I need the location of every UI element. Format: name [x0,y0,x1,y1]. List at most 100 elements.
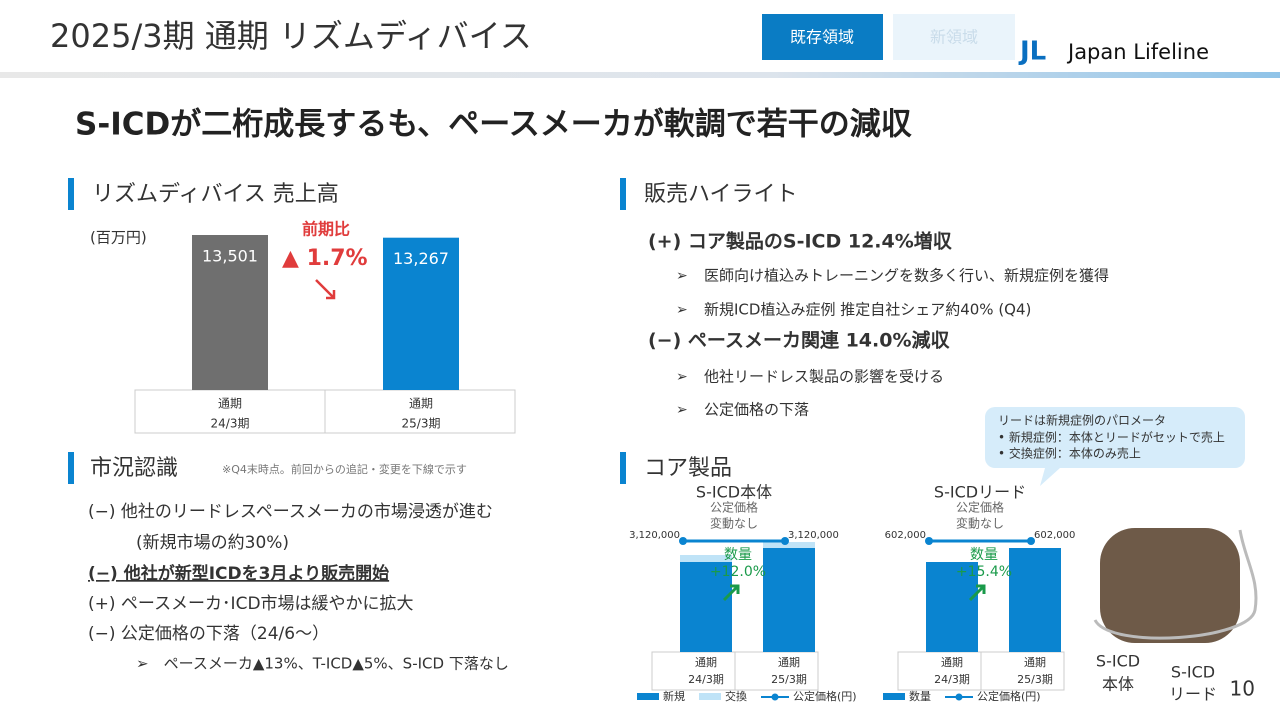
category-label: 24/3期 [688,673,724,686]
product-label: S-ICD [1096,652,1140,671]
price-point [925,537,933,545]
legend-swatch [637,693,659,700]
price-point [781,537,789,545]
callout-bullet: • 交換症例：本体のみ売上 [998,446,1141,461]
product-label: 本体 [1102,675,1134,694]
change-label: 前期比 [302,220,350,239]
section-heading: 販売ハイライト [644,182,798,207]
bar-segment [763,542,815,548]
section-heading: コア製品 [644,456,732,481]
category-label: 25/3期 [1017,673,1053,686]
legend-dot [955,693,963,701]
bullet-mark: ➢ [676,402,688,418]
tab[interactable] [893,14,1015,60]
unit: (百万円) [90,229,147,247]
chart-title: S-ICD本体 [696,483,772,502]
bullet-mark: ➢ [676,268,688,284]
bullet-mark: ➢ [676,369,688,385]
chart-title: S-ICDリード [934,483,1026,502]
growth: 数量 [970,547,998,563]
price-note: 公定価格 [956,500,1004,515]
category-label: 25/3期 [402,417,441,431]
page-number: 10 [1230,677,1255,701]
tab-label[interactable]: 新領域 [930,28,978,47]
product-image [1100,528,1240,643]
price-label: 3,120,000 [788,530,839,541]
bar-segment [1009,548,1061,652]
category-label: 通期 [409,397,433,411]
growth: +15.4% [956,564,1012,580]
category-label: 通期 [695,656,717,669]
highlight-bullet: 公定価格の下落 [704,401,809,419]
price-label: 602,000 [1034,530,1075,541]
legend-swatch [883,693,905,700]
note: ※Q4末時点。前回からの追記・変更を下線で示す [222,462,467,476]
value-label: 13,501 [202,247,258,266]
price-note: 変動なし [710,516,758,531]
product-label: リード [1169,685,1217,704]
legend-label: 公定価格(円) [793,689,857,703]
tab[interactable] [762,14,883,60]
growth-arrow [722,584,740,602]
callout-title: リードは新規症例のパロメータ [998,413,1166,428]
highlight-bullet: 新規ICD植込み症例 推定自社シェア約40% (Q4) [704,301,1031,319]
logo-mark: JL [1018,37,1046,67]
highlight-bullet: 医師向け植込みトレーニングを数多く行い、新規症例を獲得 [704,267,1109,285]
highlight-title: (−) ペースメーカ関連 14.0%減収 [648,329,950,352]
value-label: 13,267 [393,249,449,268]
growth: 数量 [724,547,752,563]
bar [383,237,459,390]
bar [192,235,268,390]
price-label: 3,120,000 [629,530,680,541]
section-bar [620,178,626,210]
category-label: 24/3期 [211,417,250,431]
slide-title: 2025/3期 通期 リズムディバイス [50,17,532,55]
market-line: (新規市場の約30%) [136,533,289,553]
legend-label: 数量 [909,690,931,703]
product-lead [1093,529,1258,640]
section-bar [68,178,74,210]
bullet-mark: ➢ [676,302,688,318]
change: ▲ 1.7% [282,246,368,271]
category-label: 通期 [778,656,800,669]
bar-segment [680,562,732,652]
price-point [679,537,687,545]
price-note: 変動なし [956,516,1004,531]
headline: S-ICDが二桁成長するも、ペースメーカが軟調で若干の減収 [75,107,912,143]
category-label: 24/3期 [934,673,970,686]
price-note: 公定価格 [710,500,758,515]
section-heading: 市況認識 [90,456,178,481]
callout-bullet: • 新規症例：本体とリードがセットで売上 [998,430,1225,445]
growth: +12.0% [710,564,766,580]
product-label: S-ICD [1171,663,1215,682]
highlight-title: (+) コア製品のS-ICD 12.4%増収 [648,230,953,253]
divider [0,72,1280,78]
legend-label: 新規 [663,689,685,703]
callout [985,407,1245,486]
category-label: 通期 [218,397,242,411]
legend-dot [771,693,779,701]
legend-label: 交換 [725,689,747,703]
market-line: (−) 他社が新型ICDを3月より販売開始 [88,563,389,584]
market-line: (+) ペースメーカ･ICD市場は緩やかに拡大 [88,594,414,614]
price-point [1027,537,1035,545]
section-heading: リズムディバイス 売上高 [92,182,339,207]
legend-label: 公定価格(円) [977,689,1041,703]
category-label: 25/3期 [771,673,807,686]
section-bar [68,452,74,484]
legend-swatch [699,693,721,700]
market-line: ➢ ペースメーカ▲13%、T-ICD▲5%、S-ICD 下落なし [136,655,509,673]
highlight-bullet: 他社リードレス製品の影響を受ける [704,368,944,386]
bar-segment [680,555,732,562]
bar-segment [926,562,978,652]
bar-segment [763,548,815,652]
tab-label[interactable]: 既存領域 [790,28,854,47]
price-label: 602,000 [885,530,926,541]
market-line: (−) 他社のリードレスペースメーカの市場浸透が進む [88,502,493,522]
logo: Japan Lifeline [1066,40,1209,64]
category-label: 通期 [1024,656,1046,669]
arrow [315,279,336,300]
section-bar [620,452,626,484]
market-line: (−) 公定価格の下落（24/6～） [88,624,329,644]
